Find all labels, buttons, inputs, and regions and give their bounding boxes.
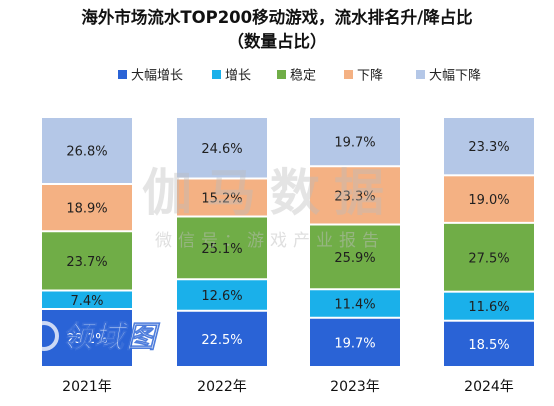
bar-segment-1-3 (177, 179, 267, 216)
bar-segment-3-1 (444, 292, 534, 320)
corner-watermark: 领域图 (29, 320, 161, 355)
legend-swatch-4 (416, 70, 425, 79)
data-label-1-2: 25.1% (201, 242, 242, 257)
bar-segment-2-4 (310, 118, 400, 166)
data-label-2-4: 19.7% (334, 136, 375, 151)
legend-swatch-1 (212, 70, 221, 79)
data-label-0-3: 18.9% (66, 202, 107, 217)
bar-segment-3-3 (444, 176, 534, 222)
chart-title-line2: （数量占比） (227, 32, 327, 51)
chart-title: 海外市场流水TOP200移动游戏，流水排名升/降占比 （数量占比） (0, 6, 554, 54)
data-label-1-4: 24.6% (201, 142, 242, 157)
x-tick-label-1: 2022年 (197, 379, 247, 395)
bar-segment-2-0 (310, 318, 400, 366)
legend-swatch-0 (118, 70, 127, 79)
bar-segment-2-1 (310, 290, 400, 317)
bar-segment-2-2 (310, 225, 400, 289)
data-label-0-1: 7.4% (70, 294, 103, 309)
data-label-0-0: 23.2% (66, 332, 107, 347)
legend-label-3: 下降 (357, 69, 383, 84)
legend-label-1: 增长 (225, 69, 251, 84)
bar-segment-3-4 (444, 118, 534, 175)
segment-labels: 23.2% 7.4% 23.7% 18.9% 26.8% 22.5% 12.6% 25.1% 1… (66, 136, 509, 353)
bar-segment-2-3 (310, 167, 400, 224)
watermark: 伽马数据 微信号：游戏产业报告 领域图 (29, 164, 398, 355)
bars (42, 118, 534, 366)
data-label-0-2: 23.7% (66, 255, 107, 270)
data-label-2-3: 23.3% (334, 189, 375, 204)
bar-segment-0-1 (42, 291, 132, 308)
data-label-3-2: 27.5% (468, 251, 509, 266)
data-label-3-0: 18.5% (468, 338, 509, 353)
legend-label-2: 稳定 (290, 68, 316, 84)
data-label-3-4: 23.3% (468, 140, 509, 155)
watermark-main: 伽马数据 (142, 164, 398, 222)
bar-segment-1-4 (177, 118, 267, 178)
data-label-2-0: 19.7% (334, 336, 375, 351)
data-label-0-4: 26.8% (66, 145, 107, 160)
bar-segment-3-2 (444, 223, 534, 291)
bar-segment-1-1 (177, 280, 267, 310)
x-tick-label-3: 2024年 (464, 379, 514, 395)
legend-label-0: 大幅增长 (131, 69, 183, 84)
legend-label-4: 大幅下降 (429, 69, 481, 84)
data-label-1-0: 22.5% (201, 333, 242, 348)
data-label-2-2: 25.9% (334, 251, 375, 266)
legend: 大幅增长 增长 稳定 下降 大幅下降 (118, 68, 481, 84)
data-label-3-3: 19.0% (468, 193, 509, 208)
data-label-1-1: 12.6% (201, 289, 242, 304)
x-tick-label-2: 2023年 (330, 379, 380, 395)
data-label-1-3: 15.2% (201, 192, 242, 207)
chart-title-line1: 海外市场流水TOP200移动游戏，流水排名升/降占比 (81, 8, 473, 27)
bar-segment-3-0 (444, 321, 534, 366)
corner-watermark-text: 领域图 (62, 320, 161, 355)
data-label-3-1: 11.6% (468, 300, 509, 315)
bar-segment-0-4 (42, 118, 132, 183)
legend-swatch-2 (277, 70, 286, 79)
bar-segment-0-3 (42, 185, 132, 231)
category-labels: 2021年 2022年 2023年 2024年 (62, 379, 514, 395)
bar-segment-1-0 (177, 311, 267, 366)
legend-swatch-3 (344, 70, 353, 79)
corner-watermark-logo-icon (29, 321, 59, 351)
bar-segment-0-2 (42, 232, 132, 290)
x-tick-label-0: 2021年 (62, 379, 112, 395)
data-label-2-1: 11.4% (334, 298, 375, 313)
bar-segment-1-2 (177, 217, 267, 279)
watermark-sub: 微信号：游戏产业报告 (155, 231, 385, 251)
